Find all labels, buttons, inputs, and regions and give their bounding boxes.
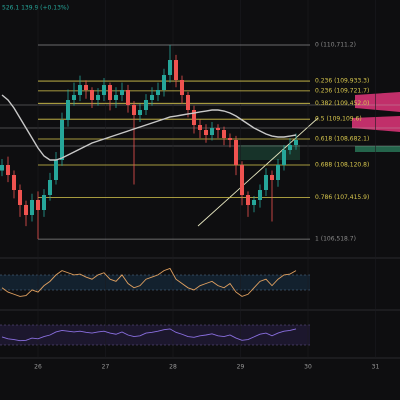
candle-body xyxy=(222,130,226,139)
fib-label: 0.236 (109,933.3) xyxy=(315,78,369,85)
candle-body xyxy=(18,190,22,205)
candle-body xyxy=(132,105,136,115)
candle-body xyxy=(30,200,34,215)
header-text: 526.1 139.9 (+0.13%) xyxy=(2,5,69,12)
band xyxy=(0,275,310,290)
candle-body xyxy=(204,130,208,135)
fib-label: 0.688 (108,120.8) xyxy=(315,161,369,168)
fib-label: 0.618 (108,682.1) xyxy=(315,135,369,142)
candle-body xyxy=(270,175,274,180)
candle-body xyxy=(288,145,292,150)
candle-body xyxy=(192,110,196,125)
candle-body xyxy=(84,85,88,90)
candle-body xyxy=(216,128,220,130)
candle-body xyxy=(180,80,184,95)
fib-label: 0.5 (109,109.6) xyxy=(315,116,362,123)
candle-body xyxy=(246,195,250,205)
candle-body xyxy=(78,85,82,95)
x-tick-label: 31 xyxy=(372,364,380,371)
fib-label: 0.382 (109,452.0) xyxy=(315,100,369,107)
candle-body xyxy=(6,165,10,175)
candle-body xyxy=(0,165,4,171)
band xyxy=(0,325,310,345)
candle-body xyxy=(294,140,298,145)
candle-body xyxy=(282,150,286,165)
candle-body xyxy=(96,95,100,100)
candle-body xyxy=(168,60,172,75)
candle-body xyxy=(252,200,256,205)
candle-body xyxy=(102,85,106,95)
candle-body xyxy=(42,195,46,210)
moving-average xyxy=(1,94,297,161)
candle-body xyxy=(264,175,268,190)
candle-body xyxy=(144,100,148,110)
oscillator-line xyxy=(1,267,297,297)
x-tick-label: 30 xyxy=(304,364,312,371)
candle-body xyxy=(174,60,178,80)
candle-body xyxy=(150,95,154,100)
candle-body xyxy=(138,110,142,115)
zone xyxy=(355,146,400,152)
candle-body xyxy=(120,90,124,95)
x-tick-label: 28 xyxy=(169,364,177,371)
x-tick-label: 29 xyxy=(237,364,245,371)
candle-body xyxy=(198,125,202,130)
candle-body xyxy=(54,160,58,180)
oscillator-line xyxy=(1,328,297,342)
candle-body xyxy=(36,200,40,210)
zone xyxy=(355,92,400,112)
candle-body xyxy=(258,190,262,200)
fib-label: 0.786 (107,415.9) xyxy=(315,194,369,201)
candle-body xyxy=(90,90,94,100)
candle-body xyxy=(108,85,112,100)
candle-body xyxy=(126,90,130,105)
candle-body xyxy=(60,120,64,160)
candle-body xyxy=(114,95,118,100)
x-tick-label: 26 xyxy=(34,364,42,371)
candle-body xyxy=(234,140,238,165)
candle-body xyxy=(156,90,160,95)
candle-body xyxy=(12,175,16,190)
fib-label: 0 (110,711.2) xyxy=(315,42,356,49)
fib-label: 0.236 (109,721.7) xyxy=(315,87,369,94)
fib-label: 1 (106,518.7) xyxy=(315,236,356,243)
trend-line xyxy=(197,117,319,227)
candle-body xyxy=(240,165,244,195)
candle-body xyxy=(210,128,214,135)
candle-body xyxy=(228,138,232,140)
x-tick-label: 27 xyxy=(102,364,110,371)
candle-body xyxy=(48,180,52,195)
candle-body xyxy=(162,75,166,90)
candle-body xyxy=(72,95,76,100)
candle-body xyxy=(24,205,28,215)
candle-body xyxy=(186,95,190,110)
candle-body xyxy=(276,165,280,180)
candle-body xyxy=(66,100,70,120)
